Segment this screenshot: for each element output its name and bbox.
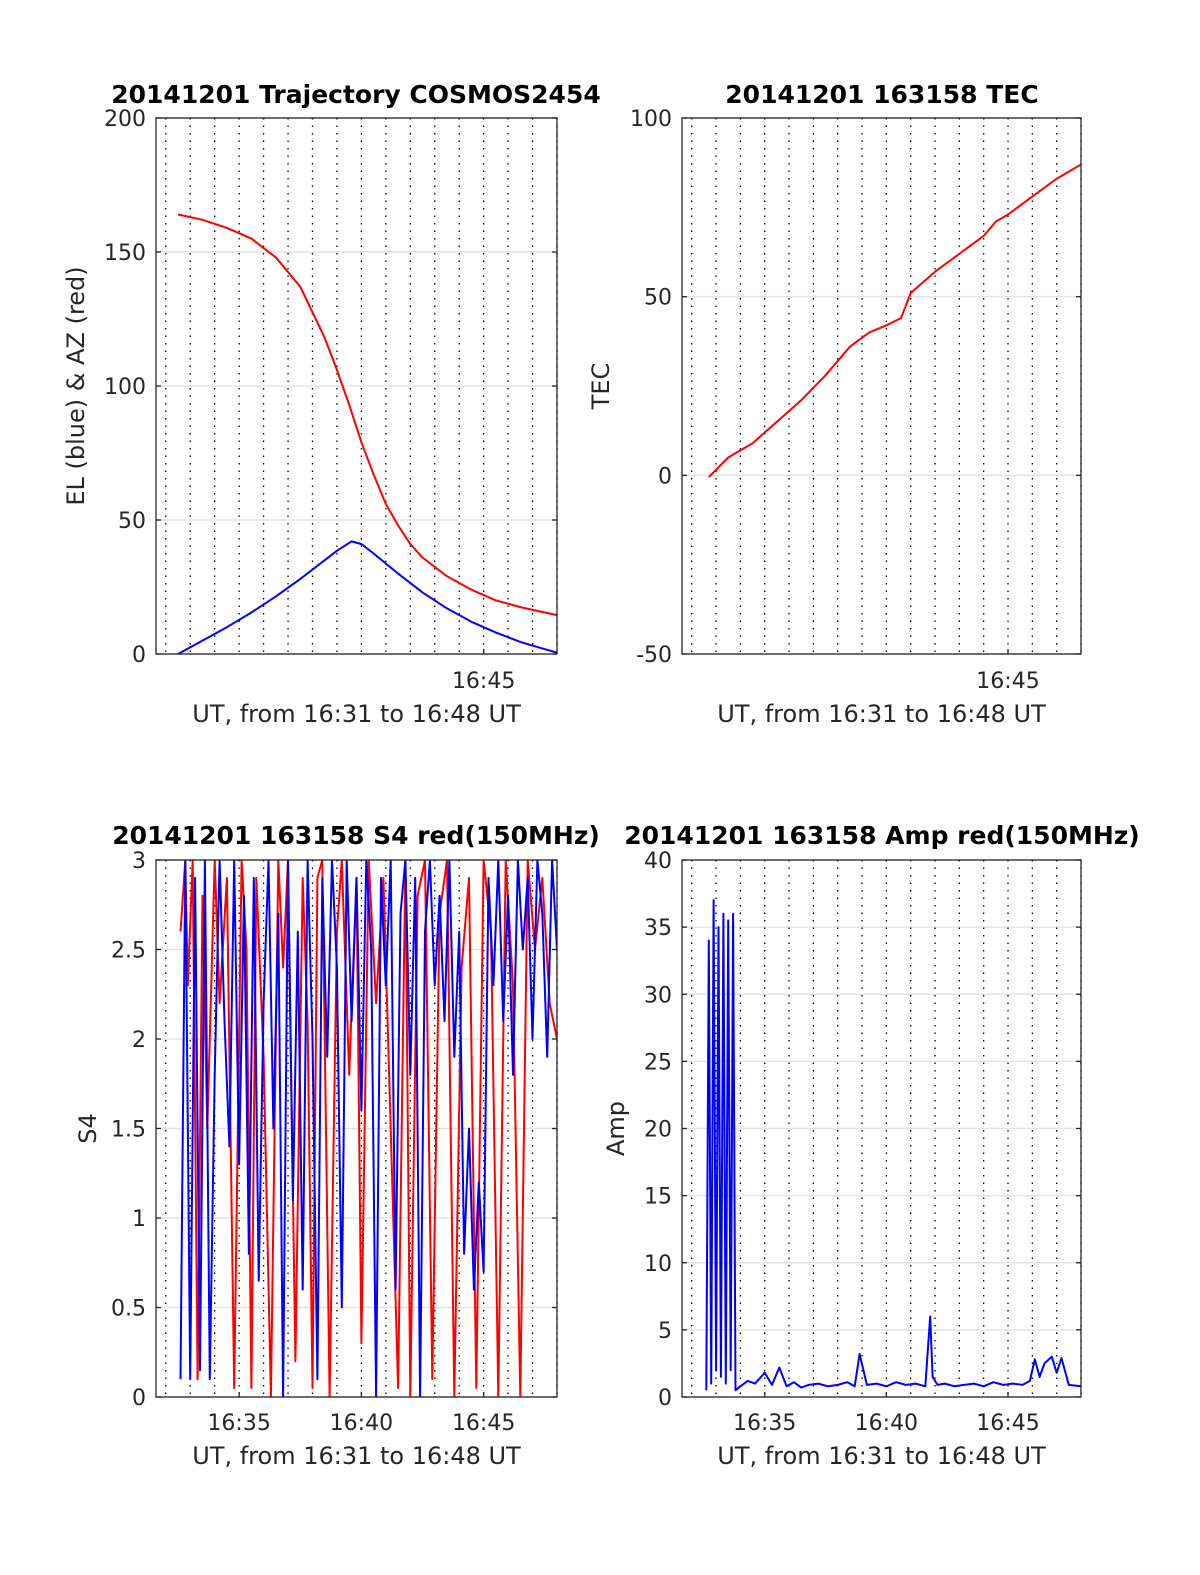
y-tick-label: 0	[132, 643, 146, 668]
series-line-el	[177, 540, 557, 654]
x-axis-label: UT, from 16:31 to 16:48 UT	[717, 700, 1046, 728]
chart-title: 20141201 163158 Amp red(150MHz)	[624, 821, 1140, 850]
y-tick-label: 50	[118, 509, 146, 534]
series-line-s4-red	[179, 860, 557, 1397]
y-axis-label: EL (blue) & AZ (red)	[62, 266, 90, 505]
chart-panel-4: 0 5 10 15 20 25 30 35 40 16:35 16:40 16:45 20141201 …	[602, 821, 1140, 1470]
y-tick-label: 1	[132, 1207, 146, 1232]
y-axis-label: Amp	[602, 1101, 630, 1156]
series-line-az	[177, 213, 557, 617]
y-tick-label: 3	[132, 849, 146, 874]
y-tick-label: 20	[644, 1118, 672, 1143]
y-tick-label: 0	[658, 464, 672, 489]
y-tick-label: 40	[644, 849, 672, 874]
x-tick-label: 16:40	[330, 1411, 393, 1436]
y-axis-label: TEC	[587, 363, 615, 411]
chart-panel-2: -50 0 50 100 16:45 20141201 163158 TEC UT, fro…	[587, 80, 1082, 728]
x-tick-label: 16:45	[452, 669, 515, 694]
series-line-tec	[708, 163, 1081, 478]
chart-panel-3: 0 0.5 1 1.5 2 2.5 3 16:35 16:40 16:45 20141201 163…	[74, 821, 600, 1470]
x-axis-label: UT, from 16:31 to 16:48 UT	[717, 1442, 1046, 1470]
y-tick-label: -50	[636, 643, 672, 668]
y-tick-label: 1.5	[111, 1118, 146, 1143]
y-tick-label: 0	[658, 1386, 672, 1411]
y-tick-label: 25	[644, 1050, 672, 1075]
x-axis-label: UT, from 16:31 to 16:48 UT	[192, 700, 521, 728]
axes-frame	[681, 117, 1082, 655]
chart-title: 20141201 Trajectory COSMOS2454	[111, 80, 601, 109]
y-tick-label: 50	[644, 286, 672, 311]
y-tick-label: 2	[132, 1028, 146, 1053]
x-tick-label: 16:40	[855, 1411, 918, 1436]
y-tick-label: 150	[104, 241, 146, 266]
y-tick-label: 15	[644, 1185, 672, 1210]
x-tick-label: 16:35	[207, 1411, 270, 1436]
y-tick-label: 100	[630, 107, 672, 132]
y-tick-label: 35	[644, 916, 672, 941]
series-line-amp	[705, 899, 1081, 1392]
plot-area	[682, 118, 1081, 654]
chart-title: 20141201 163158 S4 red(150MHz)	[112, 821, 600, 850]
x-axis-label: UT, from 16:31 to 16:48 UT	[192, 1442, 521, 1470]
y-tick-label: 200	[104, 107, 146, 132]
y-tick-label: 100	[104, 375, 146, 400]
y-tick-label: 10	[644, 1252, 672, 1277]
y-tick-label: 5	[658, 1319, 672, 1344]
y-axis-label: S4	[74, 1113, 102, 1144]
x-tick-label: 16:45	[452, 1411, 515, 1436]
chart-panel-1: 0 50 100 150 200 16:45 20141201 Trajectory COS…	[62, 80, 601, 728]
series-line-s4-blue	[179, 860, 557, 1397]
x-tick-label: 16:35	[733, 1411, 796, 1436]
y-tick-label: 0	[132, 1386, 146, 1411]
x-tick-label: 16:45	[976, 1411, 1039, 1436]
y-tick-label: 30	[644, 983, 672, 1008]
y-tick-label: 0.5	[111, 1297, 146, 1322]
x-tick-label: 16:45	[976, 669, 1039, 694]
chart-title: 20141201 163158 TEC	[725, 80, 1038, 109]
y-tick-label: 2.5	[111, 939, 146, 964]
